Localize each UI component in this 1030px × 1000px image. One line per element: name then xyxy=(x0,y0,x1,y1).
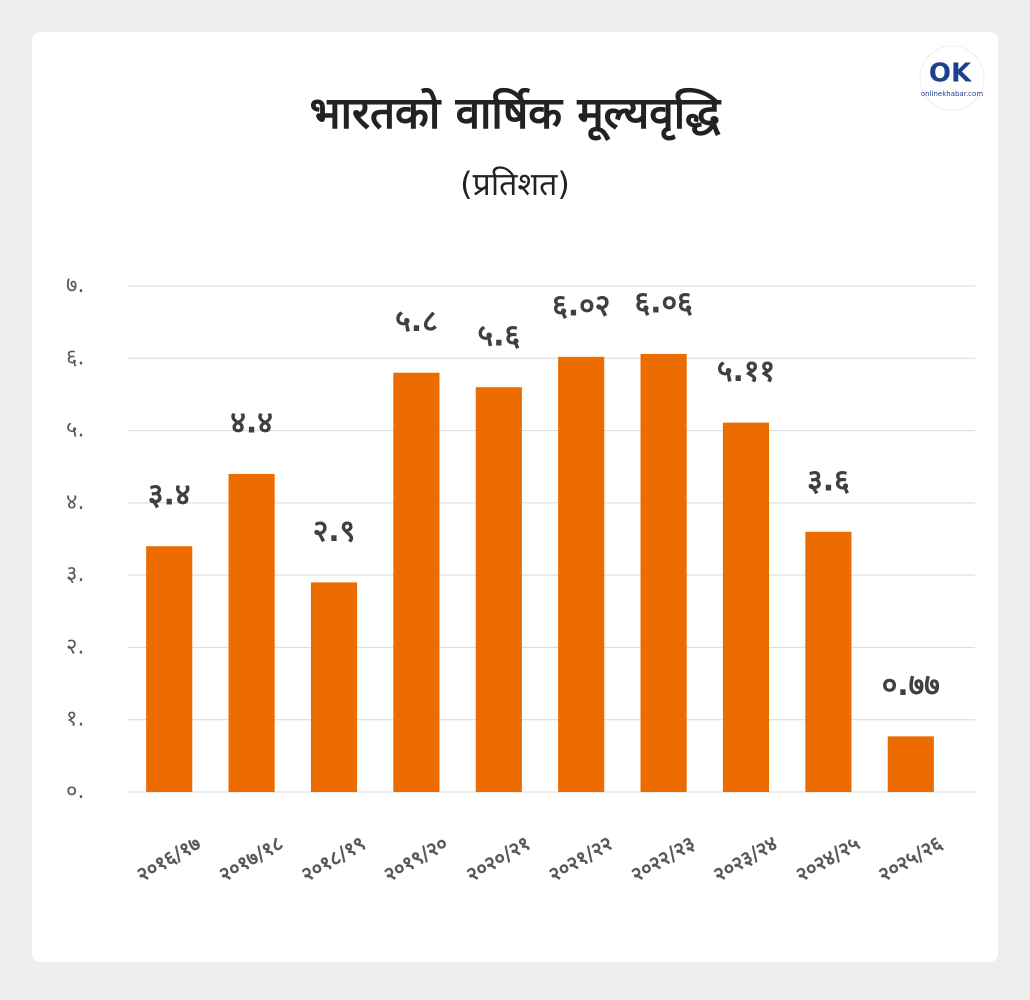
value-label: ४.४ xyxy=(230,405,273,440)
bar xyxy=(475,387,522,792)
y-tick-label: ४. xyxy=(66,490,84,515)
chart-subtitle: (प्रतिशत) xyxy=(460,165,570,203)
bar xyxy=(887,736,934,792)
value-label: ५.६ xyxy=(477,319,520,354)
y-tick-label: २. xyxy=(66,634,84,659)
value-label: ०.७७ xyxy=(882,668,940,703)
logo-badge xyxy=(919,45,985,111)
value-label: ५.८ xyxy=(395,304,438,339)
bar xyxy=(310,582,358,792)
value-label: ६.०६ xyxy=(634,285,692,320)
bar xyxy=(805,531,852,792)
y-tick-label: ३. xyxy=(66,562,84,587)
logo-text: onlinekhabar.com xyxy=(921,90,983,98)
value-label: ३.६ xyxy=(807,463,850,498)
bar xyxy=(228,473,275,792)
value-label: ६.०२ xyxy=(552,288,610,323)
value-label: ३.४ xyxy=(148,478,191,513)
value-label: ५.११ xyxy=(717,354,775,389)
bar xyxy=(640,353,687,792)
y-tick-label: १. xyxy=(66,707,84,732)
y-tick-label: ५. xyxy=(66,418,84,443)
logo-mark: OK xyxy=(929,59,972,89)
y-tick-label: ६. xyxy=(66,345,84,370)
value-label: २.९ xyxy=(313,514,356,549)
bar xyxy=(722,422,770,792)
bar xyxy=(558,356,605,792)
bar xyxy=(393,372,440,792)
y-tick-label: ७. xyxy=(66,273,84,298)
chart-title: भारतको वार्षिक मूल्यवृद्धि xyxy=(310,87,723,142)
y-tick-label: ०. xyxy=(66,779,84,804)
bar xyxy=(146,546,193,792)
